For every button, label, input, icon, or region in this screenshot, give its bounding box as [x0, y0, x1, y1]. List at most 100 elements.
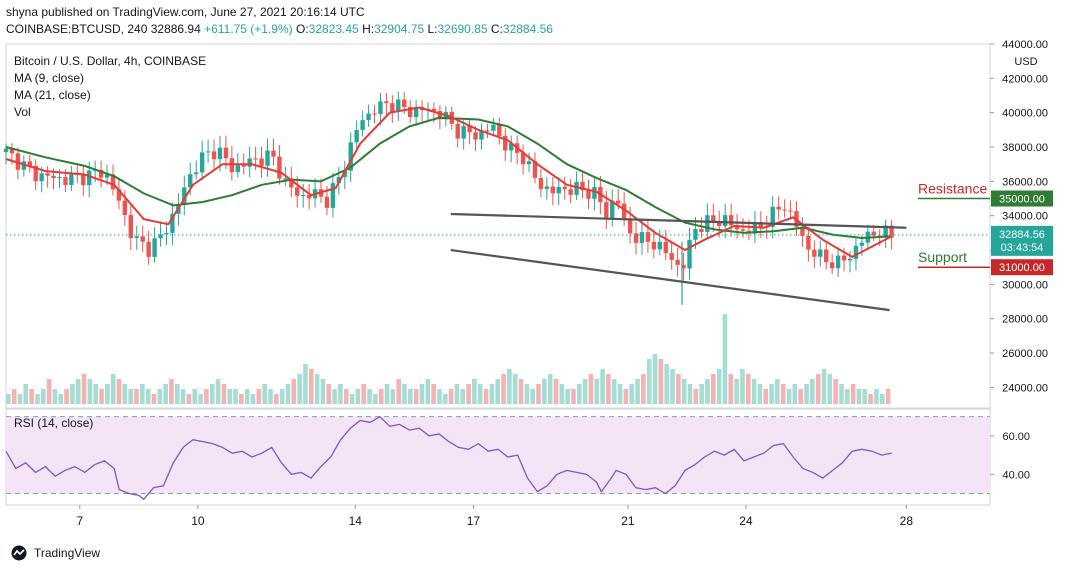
- candle-body: [705, 215, 710, 232]
- candle-body: [467, 125, 472, 133]
- candle-body: [824, 249, 829, 263]
- quote-line: COINBASE:BTCUSD, 240 32886.94 +611.75 (+…: [6, 22, 553, 36]
- volume-bar: [745, 374, 751, 404]
- candle-body: [473, 132, 478, 140]
- volume-bar: [17, 394, 23, 404]
- volume-bar: [186, 394, 192, 404]
- volume-bar: [268, 389, 273, 404]
- rsi-legend[interactable]: RSI (14, close): [14, 416, 94, 430]
- volume-bar: [664, 364, 669, 404]
- candle-body: [348, 142, 353, 171]
- volume-bar: [879, 394, 885, 404]
- candle-body: [21, 161, 27, 170]
- candle-body: [384, 101, 389, 104]
- chart-title: Bitcoin / U.S. Dollar, 4h, COINBASE: [14, 54, 207, 68]
- candle-body: [402, 99, 407, 108]
- candle-body: [812, 249, 817, 257]
- volume-bar: [495, 379, 501, 404]
- candle-body: [818, 249, 823, 257]
- candle-body: [532, 161, 538, 178]
- volume-bar: [856, 389, 862, 404]
- volume-bar: [466, 384, 471, 404]
- volume-bar: [722, 314, 728, 404]
- candle-body: [295, 187, 300, 196]
- volume-bar: [221, 384, 227, 404]
- volume-bar: [815, 374, 821, 404]
- volume-bar: [536, 384, 541, 404]
- candle-body: [835, 255, 841, 269]
- ma21-legend[interactable]: MA (21, close): [14, 88, 91, 102]
- y-tick-label: 28000.00: [1002, 314, 1048, 326]
- candle-body: [610, 200, 615, 219]
- tradingview-footer[interactable]: TradingView: [8, 545, 100, 561]
- candle-body: [509, 143, 514, 151]
- volume-bar: [99, 389, 104, 404]
- volume-bar: [716, 369, 722, 404]
- channel-line: [450, 248, 890, 312]
- volume-bar: [87, 379, 93, 404]
- volume-bar: [81, 374, 87, 404]
- candle-body: [722, 215, 728, 227]
- volume-bar: [250, 394, 256, 404]
- candle-body: [556, 186, 561, 194]
- candle-body: [211, 151, 217, 160]
- volume-bar: [29, 389, 34, 404]
- price-chart[interactable]: 44000.00 42000.00 40000.00 38000.00 36000.00…: [0, 38, 1065, 543]
- candle-body: [3, 148, 9, 153]
- rsi-tick-label: 60.00: [1002, 431, 1030, 443]
- ma9-line: [5, 106, 893, 259]
- volume-bar: [11, 389, 17, 404]
- x-tick-label: 28: [900, 514, 914, 528]
- volume-bar: [740, 369, 745, 404]
- volume-bar: [652, 354, 658, 404]
- volume-legend[interactable]: Vol: [14, 105, 31, 119]
- candle-body: [407, 107, 413, 118]
- volume-bar: [413, 389, 419, 404]
- volume-bar: [343, 389, 349, 404]
- ma9-legend[interactable]: MA (9, close): [14, 71, 85, 85]
- volume-bar: [576, 384, 582, 404]
- volume-bar: [320, 379, 326, 404]
- channel-line: [450, 212, 907, 229]
- volume-bar: [699, 384, 704, 404]
- candle-body: [372, 113, 377, 115]
- volume-bar: [425, 379, 431, 404]
- volume-bar: [326, 384, 332, 404]
- candle-body: [277, 156, 282, 179]
- candle-body: [360, 120, 365, 131]
- candle-body: [81, 174, 86, 186]
- volume-bar: [606, 374, 611, 404]
- candle-body: [615, 200, 621, 204]
- volume-bar: [693, 389, 699, 404]
- volume-bar: [728, 374, 734, 404]
- last-price-badge: [991, 225, 1053, 256]
- volume-bar: [530, 389, 535, 404]
- volume-bar: [710, 374, 716, 404]
- volume-bar: [174, 384, 180, 404]
- candle-body: [51, 175, 56, 179]
- candle-body: [550, 186, 556, 194]
- candle-body: [134, 236, 139, 239]
- candle-body: [128, 214, 134, 239]
- candle-body: [699, 228, 704, 232]
- candle-body: [728, 215, 734, 226]
- candle-body: [503, 135, 508, 151]
- volume-bar: [227, 389, 233, 404]
- candle-body: [437, 111, 443, 120]
- candle-body: [663, 241, 668, 254]
- volume-bar: [70, 384, 75, 404]
- volume-bar: [559, 384, 565, 404]
- candle-body: [330, 183, 336, 208]
- volume-bar: [524, 384, 530, 404]
- volume-bar: [571, 389, 576, 404]
- candle-body: [645, 232, 651, 242]
- volume-bar: [105, 384, 110, 404]
- volume-bar: [40, 389, 46, 404]
- candle-body: [205, 151, 211, 153]
- countdown-text: 03:43:54: [1001, 242, 1044, 254]
- candle-body: [140, 236, 145, 242]
- volume-bar: [501, 374, 506, 404]
- volume-bar: [239, 394, 244, 404]
- volume-bar: [850, 384, 856, 404]
- candle-body: [146, 241, 151, 257]
